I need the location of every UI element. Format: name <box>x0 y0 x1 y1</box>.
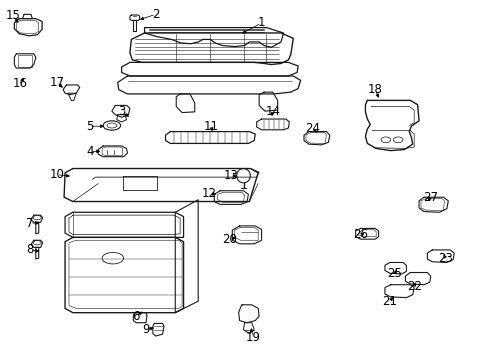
Text: 20: 20 <box>222 233 237 246</box>
Text: 18: 18 <box>367 83 382 96</box>
Text: 11: 11 <box>203 121 219 134</box>
Text: 14: 14 <box>264 105 280 118</box>
Text: 22: 22 <box>406 280 421 293</box>
Text: 12: 12 <box>202 187 217 200</box>
Text: 25: 25 <box>386 267 401 280</box>
Text: 10: 10 <box>49 168 64 181</box>
Text: 27: 27 <box>423 191 437 204</box>
Text: 3: 3 <box>118 105 125 118</box>
Text: 8: 8 <box>26 243 34 256</box>
Text: 4: 4 <box>86 145 94 158</box>
Text: 9: 9 <box>142 323 149 336</box>
Text: 15: 15 <box>5 9 20 22</box>
Text: 13: 13 <box>223 169 238 182</box>
Text: 24: 24 <box>305 122 320 135</box>
Text: 1: 1 <box>257 17 265 30</box>
Text: 23: 23 <box>437 252 452 265</box>
Text: 16: 16 <box>13 77 28 90</box>
Text: 17: 17 <box>49 76 64 89</box>
Text: 19: 19 <box>245 330 260 343</box>
Text: 26: 26 <box>352 228 367 241</box>
Text: 2: 2 <box>152 8 159 21</box>
Text: 7: 7 <box>26 216 34 230</box>
Text: 21: 21 <box>382 295 396 308</box>
Text: 6: 6 <box>132 310 140 323</box>
Text: 5: 5 <box>86 120 93 133</box>
